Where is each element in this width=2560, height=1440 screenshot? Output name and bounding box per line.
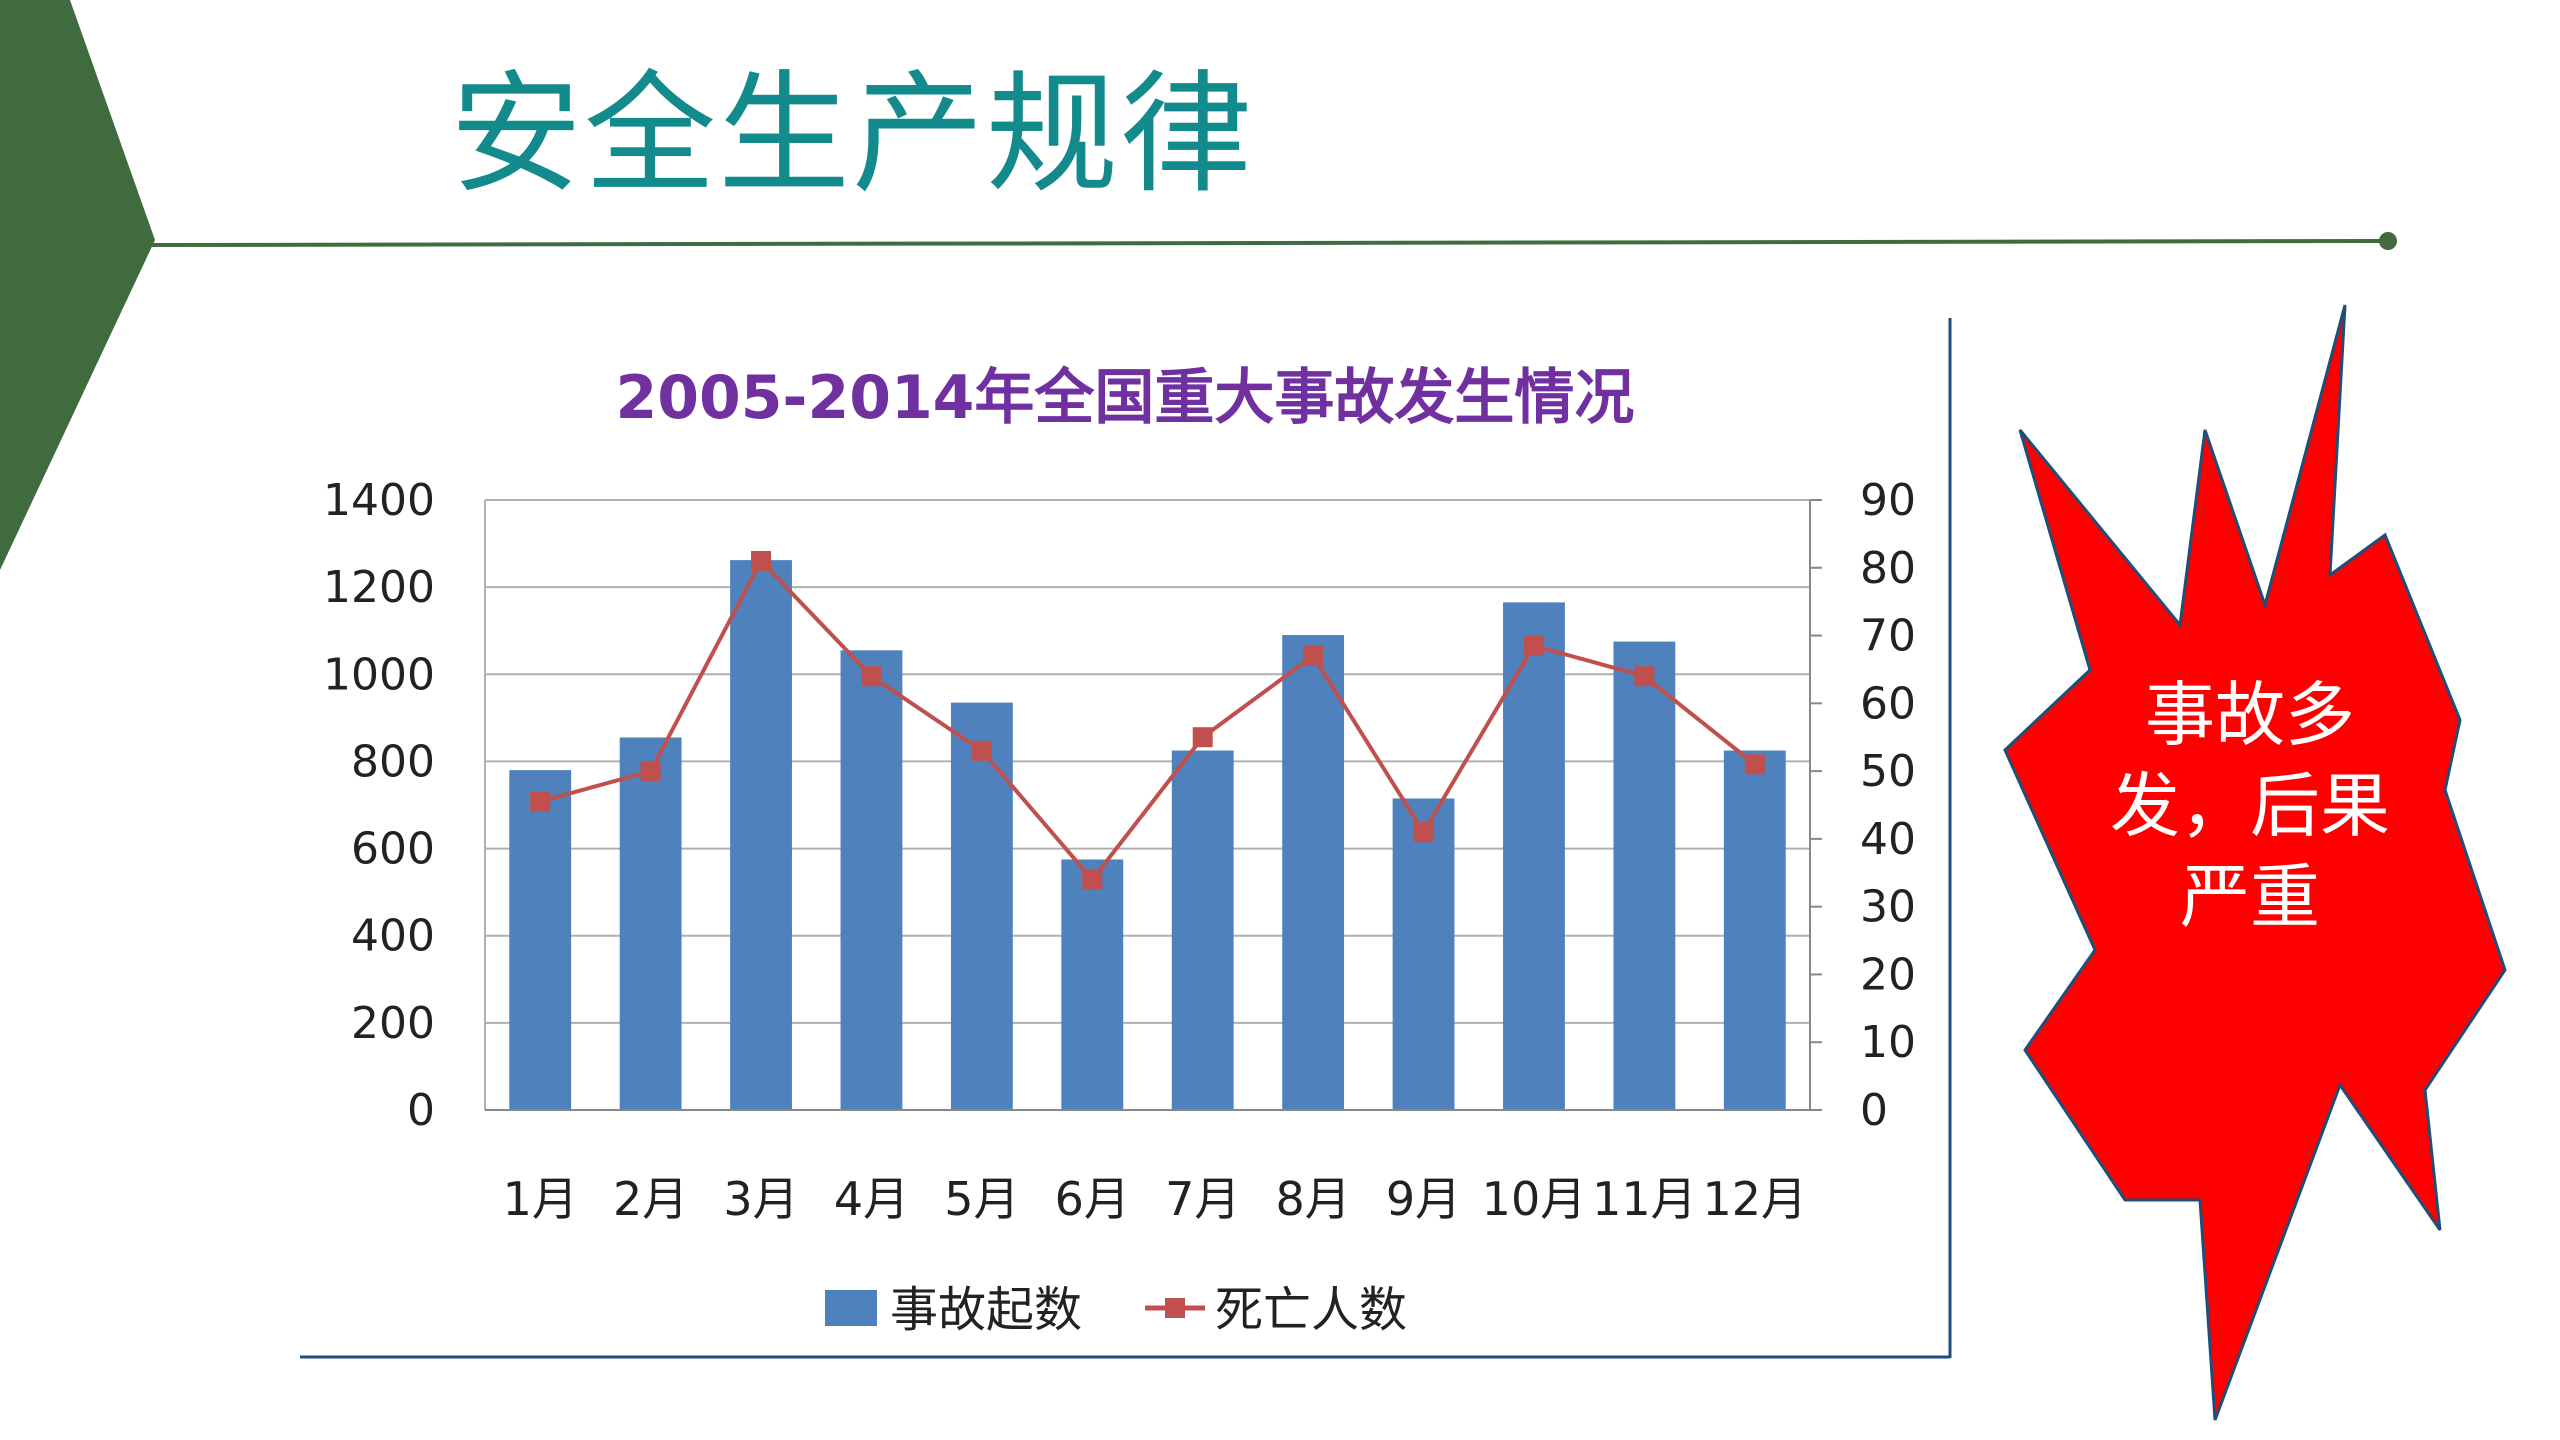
- left-tick-label: 1400: [323, 475, 435, 526]
- bar-9: [1392, 798, 1455, 1110]
- line-point-11: [1634, 666, 1655, 687]
- right-tick-label: 10: [1860, 1017, 1916, 1068]
- right-tick-label: 0: [1860, 1085, 1888, 1136]
- x-tick-label: 1月: [503, 1172, 578, 1226]
- x-tick-label: 2月: [613, 1172, 688, 1226]
- x-tick-label: 12月: [1703, 1172, 1808, 1226]
- right-tick-label: 20: [1860, 949, 1916, 1000]
- bar-8: [1282, 635, 1345, 1110]
- burst-warning-text: 事故多发，后果严重: [2110, 674, 2390, 938]
- x-tick-label: 10月: [1482, 1172, 1587, 1226]
- x-tick-label: 7月: [1165, 1172, 1240, 1226]
- left-tick-label: 0: [407, 1085, 435, 1136]
- bar-4: [840, 650, 903, 1110]
- x-tick-label: 11月: [1592, 1172, 1697, 1226]
- line-point-2: [640, 761, 661, 782]
- x-tick-label: 3月: [723, 1172, 798, 1226]
- right-tick-label: 60: [1860, 678, 1916, 729]
- line-point-6: [1082, 869, 1103, 890]
- right-tick-label: 50: [1860, 746, 1916, 797]
- bar-11: [1613, 641, 1676, 1110]
- x-tick-label: 5月: [944, 1172, 1019, 1226]
- x-tick-label: 8月: [1275, 1172, 1350, 1226]
- x-tick-label: 6月: [1055, 1172, 1130, 1226]
- left-tick-label: 1000: [323, 649, 435, 700]
- legend-swatch-bar: [825, 1290, 877, 1326]
- line-point-7: [1192, 727, 1213, 748]
- underline-end-dot: [2379, 232, 2397, 250]
- right-tick-label: 90: [1860, 475, 1916, 526]
- left-tick-label: 600: [351, 824, 435, 875]
- legend-label-bar: 事故起数: [890, 1282, 1082, 1338]
- line-point-5: [971, 740, 992, 761]
- line-point-1: [530, 791, 551, 812]
- bar-1: [509, 770, 572, 1110]
- bar-2: [619, 737, 682, 1110]
- right-tick-label: 70: [1860, 611, 1916, 662]
- legend-label-line: 死亡人数: [1215, 1282, 1407, 1338]
- bar-6: [1061, 859, 1124, 1110]
- line-point-8: [1303, 645, 1324, 666]
- page-title: 安全生产规律: [450, 58, 1254, 212]
- bar-7: [1171, 750, 1234, 1110]
- line-point-3: [751, 551, 772, 571]
- bar-12: [1723, 750, 1786, 1110]
- x-tick-label: 4月: [834, 1172, 909, 1226]
- right-tick-label: 40: [1860, 814, 1916, 865]
- line-point-4: [861, 666, 882, 687]
- bar-10: [1503, 602, 1565, 1110]
- left-tick-label: 400: [351, 911, 435, 962]
- right-tick-label: 30: [1860, 882, 1916, 933]
- line-point-10: [1523, 635, 1544, 656]
- left-tick-label: 800: [351, 736, 435, 787]
- line-point-9: [1413, 822, 1434, 843]
- left-tick-label: 1200: [323, 562, 435, 613]
- side-chevron: [0, 0, 155, 570]
- right-tick-label: 80: [1860, 543, 1916, 594]
- title-underline: [151, 239, 2386, 247]
- left-tick-label: 200: [351, 998, 435, 1049]
- line-point-12: [1744, 754, 1765, 775]
- line-series-deaths: [539, 557, 1757, 883]
- legend-swatch-marker: [1165, 1298, 1185, 1318]
- bar-5: [950, 702, 1013, 1110]
- red-starburst: [2003, 304, 2507, 1421]
- chart-title: 2005-2014年全国重大事故发生情况: [616, 363, 1635, 433]
- bar-3: [730, 560, 792, 1110]
- x-tick-label: 9月: [1386, 1172, 1461, 1226]
